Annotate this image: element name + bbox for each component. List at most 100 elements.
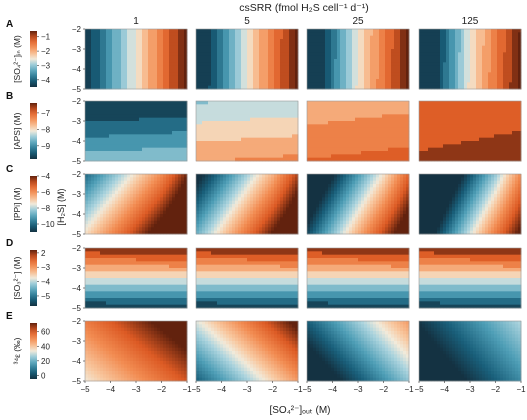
heatmap-cell [268, 75, 272, 80]
heatmap-cell [274, 62, 278, 67]
heatmap-cell [244, 45, 248, 50]
heatmap-cell [358, 42, 362, 47]
heatmap-cell [265, 134, 269, 139]
heatmap-cell [370, 49, 374, 53]
heatmap-cell [154, 85, 158, 90]
heatmap-cell [208, 59, 212, 63]
heatmap-cell [139, 42, 143, 47]
heatmap-cell [259, 104, 263, 109]
heatmap-cell [166, 72, 170, 77]
heatmap-cell [446, 157, 450, 162]
heatmap-cell [277, 75, 281, 80]
heatmap-cell [485, 114, 489, 119]
heatmap-cell [88, 227, 92, 232]
heatmap-cell [115, 32, 119, 37]
heatmap-cell [256, 75, 260, 80]
heatmap-cell [196, 144, 200, 149]
heatmap-cell [199, 39, 203, 43]
heatmap-cell [355, 85, 359, 90]
heatmap-cell [455, 85, 459, 90]
heatmap-cell [253, 65, 257, 70]
heatmap-cell [175, 85, 179, 90]
heatmap-cell [509, 117, 513, 122]
heatmap-cell [376, 154, 380, 159]
heatmap-cell [163, 75, 167, 80]
heatmap-cell [482, 85, 486, 90]
heatmap-cell [109, 62, 113, 67]
heatmap-cell [503, 131, 507, 135]
heatmap-cell [388, 62, 392, 67]
heatmap-cell [130, 32, 134, 37]
heatmap-cell [467, 157, 471, 162]
heatmap-cell [133, 39, 137, 43]
heatmap-cell [337, 32, 341, 37]
heatmap-cell [370, 52, 374, 57]
heatmap-cell [446, 65, 450, 70]
heatmap-cell [328, 62, 332, 67]
heatmap-cell [283, 49, 287, 53]
heatmap-cell [446, 117, 450, 122]
heatmap-cell [124, 154, 128, 159]
heatmap-cell [163, 72, 167, 77]
heatmap-cell [440, 55, 444, 60]
heatmap-cell [385, 69, 389, 73]
heatmap-cell [148, 65, 152, 70]
heatmap-cell [97, 187, 101, 192]
heatmap-cell [319, 32, 323, 37]
heatmap-cell [307, 147, 311, 152]
heatmap-cell [157, 151, 161, 155]
heatmap-cell [397, 35, 401, 40]
heatmap-cell [485, 32, 489, 37]
heatmap-cell [262, 39, 266, 43]
heatmap-cell [467, 62, 471, 67]
heatmap-cell [428, 45, 432, 50]
heatmap-cell [184, 111, 188, 115]
heatmap-cell [199, 69, 203, 73]
heatmap-cell [139, 107, 143, 112]
heatmap-cell [136, 107, 140, 112]
heatmap-cell [455, 127, 459, 132]
heatmap-cell [394, 82, 398, 87]
heatmap-cell [391, 117, 395, 122]
heatmap-cell [349, 114, 353, 119]
heatmap-cell [136, 131, 140, 135]
heatmap-cell [458, 79, 462, 83]
heatmap-cell [253, 85, 257, 90]
heatmap-cell [271, 151, 275, 155]
heatmap-cell [343, 111, 347, 115]
heatmap-cell [446, 114, 450, 119]
heatmap-cell [157, 154, 161, 159]
heatmap-cell [142, 134, 146, 139]
heatmap-cell [121, 134, 125, 139]
heatmap-cell [121, 45, 125, 50]
heatmap-cell [196, 85, 200, 90]
heatmap-cell [244, 114, 248, 119]
heatmap-cell [136, 121, 140, 125]
heatmap-cell [391, 39, 395, 43]
heatmap-cell [115, 117, 119, 122]
heatmap-cell [124, 69, 128, 73]
heatmap-cell [256, 69, 260, 73]
heatmap-cell [148, 55, 152, 60]
heatmap-cell [205, 121, 209, 125]
heatmap-cell [265, 42, 269, 47]
heatmap-cell [473, 32, 477, 37]
heatmap-cell [476, 141, 480, 145]
heatmap-cell [425, 72, 429, 77]
heatmap-cell [88, 79, 92, 83]
heatmap-cell [467, 42, 471, 47]
heatmap-cell [346, 85, 350, 90]
heatmap-cell [440, 59, 444, 63]
heatmap-cell [178, 101, 182, 105]
heatmap-cell [500, 127, 504, 132]
heatmap-cell [349, 147, 353, 152]
heatmap-cell [100, 117, 104, 122]
heatmap-cell [166, 124, 170, 129]
heatmap-cell [247, 85, 251, 90]
heatmap-cell [482, 124, 486, 129]
heatmap-cell [403, 144, 407, 149]
heatmap-cell [461, 131, 465, 135]
heatmap-cell [229, 134, 233, 139]
heatmap-cell [100, 39, 104, 43]
heatmap-cell [400, 107, 404, 112]
